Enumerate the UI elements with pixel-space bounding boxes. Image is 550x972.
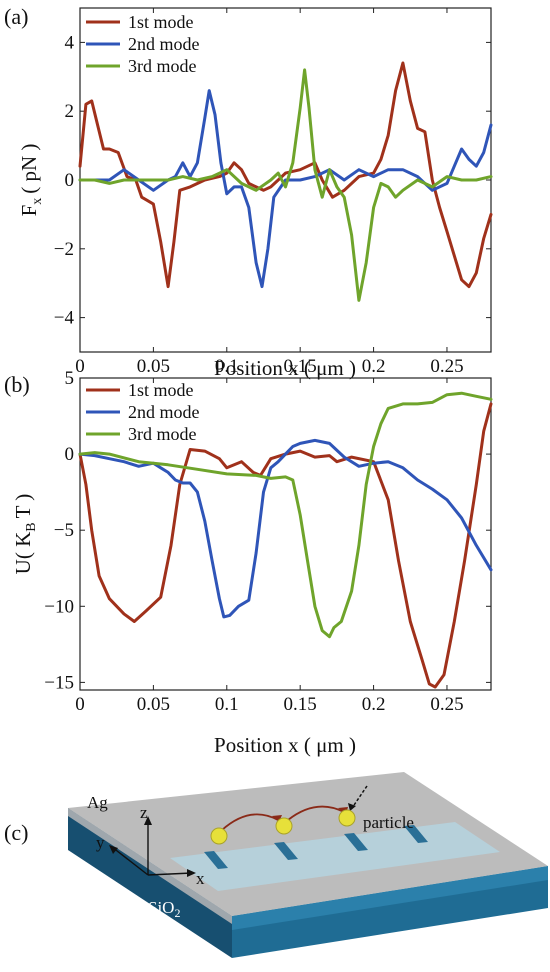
particle-1 (210, 827, 228, 845)
particle-label: particle (363, 813, 414, 832)
panel-b-ytick-label: 5 (65, 368, 75, 389)
panel-a-series-3 (78, 68, 493, 302)
panel-b-legend-label-3: 3rd mode (128, 424, 196, 444)
groove-2 (274, 842, 298, 860)
panel-b-series-1 (78, 402, 493, 689)
panel-a-xlabel: Position x ( μm ) (214, 356, 356, 380)
panel-b-ylabel-sub: B (24, 522, 39, 531)
axis-y-arrowhead (109, 845, 118, 854)
panel-b-legend-label-2: 2nd mode (128, 402, 200, 422)
panel-b-xtick-label: 0.15 (284, 694, 317, 715)
panel-b-ytick-label: −5 (54, 520, 74, 541)
panel-a-ylabel: Fx ( pN ) (17, 144, 45, 217)
panel-b-series-2 (78, 438, 493, 619)
hop-arrow-2 (287, 805, 345, 821)
axis-y-line (111, 846, 149, 876)
panel-a-ylabel-sub: x (30, 198, 45, 205)
axis-x-arrowhead (187, 869, 196, 877)
oxide-layer-label-sub: 2 (174, 906, 180, 920)
ag-layer-label: Ag (87, 793, 108, 812)
panel-b-ylabel-rest: T ) (11, 494, 35, 519)
hop-arrow-1 (221, 813, 279, 831)
panel-b-series (78, 391, 493, 689)
panel-a-xtick-label: 0.15 (284, 356, 317, 377)
oxide-layer-label-main: SiO (148, 898, 174, 917)
panel-a-ylabel-rest: ( pN ) (17, 144, 41, 194)
panel-b-series-3 (78, 391, 493, 639)
panel-a-xtick-label: 0.25 (430, 356, 463, 377)
panel-a-xtick-label: 0.1 (215, 356, 239, 377)
slab-left-ag-edge (68, 808, 232, 924)
axis-z-label: z (140, 803, 148, 822)
panel-a-xtick-label: 0.2 (362, 356, 386, 377)
panel-a-series (78, 61, 493, 302)
slab-front-oxide-band (232, 866, 548, 930)
panel-a-series-1 (78, 61, 493, 289)
axis-x-label: x (196, 869, 205, 888)
panel-a-force-chart: (a) 0 0.05 0.1 0.15 0.2 0.25 −4 −2 0 2 4 Position … (4, 4, 493, 380)
panel-b-potential-chart: (b) 0 0.05 0.1 0.15 0.2 0.25 −15 −10 −5 0 5 Positi… (4, 368, 493, 757)
panel-b-ylabel: U( KB T ) (11, 494, 39, 575)
panel-b-xtick-label: 0.1 (215, 694, 239, 715)
particle-pointer-line (351, 785, 368, 809)
panel-a-label: (a) (4, 4, 28, 29)
panel-a-ytick-label: 0 (65, 170, 75, 191)
panel-b-plot-frame (79, 377, 492, 691)
panel-a-legend-label-1: 1st mode (128, 12, 194, 32)
axis-y-label: y (96, 833, 105, 852)
panel-a-series-2 (78, 89, 493, 289)
panel-b-xtick-label: 0.05 (137, 694, 170, 715)
panel-b-legend-label-1: 1st mode (128, 380, 194, 400)
oxide-layer-label: SiO2 (148, 898, 180, 920)
panel-b-ticks: 0 0.05 0.1 0.15 0.2 0.25 −15 −10 −5 0 5 (44, 368, 491, 715)
panel-b-xlabel: Position x ( μm ) (214, 733, 356, 757)
panel-a-ytick-label: 4 (65, 32, 75, 53)
panel-b-xtick-label: 0.2 (362, 694, 386, 715)
panel-a-ytick-label: 2 (65, 101, 75, 122)
panel-a-ylabel-main: F (17, 205, 41, 217)
groove-1 (204, 851, 228, 869)
groove-3 (344, 833, 368, 851)
panel-a-xtick-label: 0 (75, 356, 85, 377)
particle-2 (275, 817, 293, 835)
slab-left-side (68, 808, 232, 958)
particle-pointer-head (348, 803, 356, 811)
groove-4 (404, 825, 428, 843)
panel-a-legend-label-2: 2nd mode (128, 34, 200, 54)
panel-b-label: (b) (4, 372, 30, 397)
panel-a-ytick-label: −2 (54, 239, 74, 260)
axis-x-line (147, 872, 193, 876)
panel-b-ytick-label: −10 (44, 596, 74, 617)
panel-b-ytick-label: 0 (65, 444, 75, 465)
panel-a-ytick-label: −4 (54, 308, 75, 329)
panel-b-xtick-label: 0.25 (430, 694, 463, 715)
axis-z-arrowhead (144, 816, 152, 825)
particle-3 (338, 809, 356, 827)
panel-a-xtick-label: 0.05 (137, 356, 170, 377)
panel-b-xtick-label: 0 (75, 694, 85, 715)
panel-b-ytick-label: −15 (44, 672, 74, 693)
panel-b-ylabel-main: U( K (11, 532, 35, 575)
panel-c-device-diagram: (c) z y x Ag pa (4, 772, 548, 958)
panel-c-label: (c) (4, 820, 28, 845)
panel-a-ticks: 0 0.05 0.1 0.15 0.2 0.25 −4 −2 0 2 4 (54, 8, 491, 377)
panel-a-legend-label-3: 3rd mode (128, 56, 196, 76)
